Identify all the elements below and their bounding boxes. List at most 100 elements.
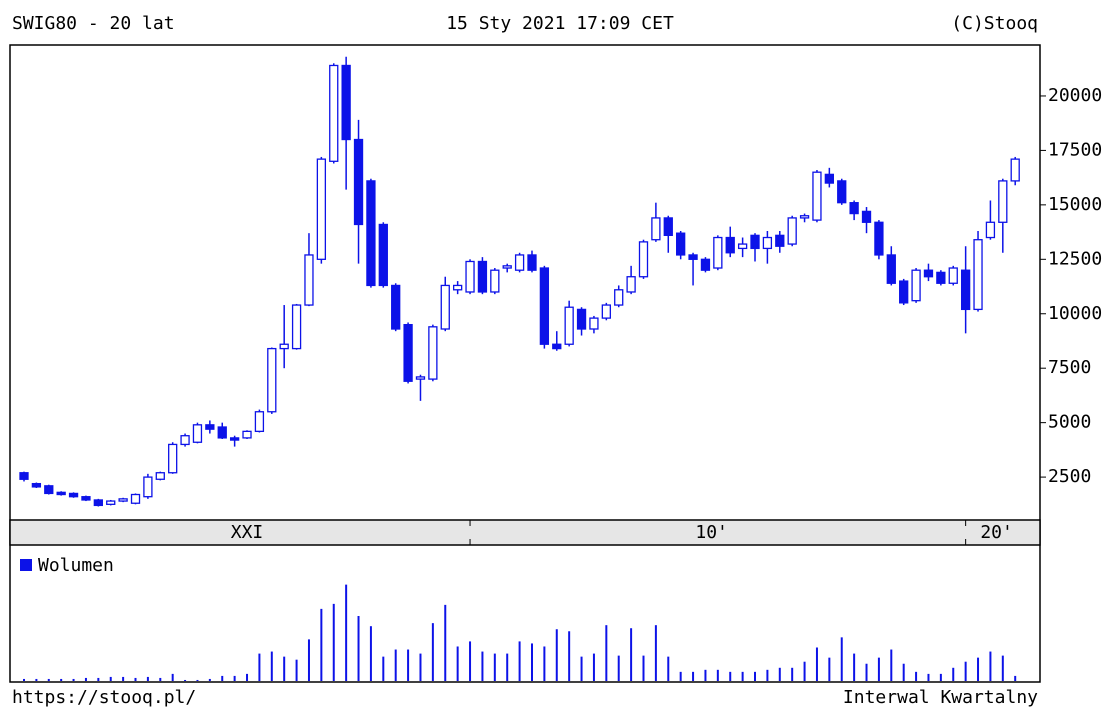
candle-body <box>353 138 364 226</box>
candle-body <box>366 180 376 287</box>
candle-body <box>44 485 54 495</box>
candle-body <box>192 424 203 443</box>
candle-body <box>68 492 79 498</box>
candle-body <box>31 482 42 488</box>
candle-body <box>837 180 847 204</box>
candle-body <box>378 223 388 287</box>
candle-body <box>304 254 314 306</box>
legend-label: Wolumen <box>38 555 114 576</box>
candle-body <box>168 443 178 474</box>
candle-body <box>143 476 153 498</box>
candle-body <box>205 424 215 430</box>
candle-body <box>267 347 277 413</box>
candle-body <box>638 241 649 278</box>
candle-body <box>960 269 971 311</box>
candle-body <box>849 202 859 215</box>
candle-body <box>155 472 165 480</box>
candle-body <box>403 323 413 382</box>
candle-body <box>440 284 450 330</box>
candle-body <box>663 217 673 236</box>
candle-body <box>428 326 438 380</box>
candle-body <box>886 254 896 284</box>
candle-body <box>651 217 661 241</box>
period-label: 20' <box>980 522 1013 543</box>
candle-body <box>19 472 29 480</box>
period-label: 10' <box>695 522 728 543</box>
candle-body <box>589 317 599 330</box>
candle-body <box>291 304 302 350</box>
candle-body <box>936 271 946 284</box>
candle-body <box>601 304 611 319</box>
y-tick-label: 17500 <box>1048 139 1102 160</box>
candle-body <box>713 236 723 269</box>
footer-interval: Interwal Kwartalny <box>843 687 1038 708</box>
time-band <box>9 519 1041 546</box>
candle-body <box>229 437 240 441</box>
candle-body <box>552 343 562 350</box>
frame <box>9 44 1041 683</box>
candle-body <box>737 243 748 250</box>
candle-body <box>217 426 227 439</box>
candle-body <box>700 258 711 271</box>
candle-body <box>973 239 983 311</box>
y-tick-label: 20000 <box>1048 85 1102 106</box>
candle-body <box>391 284 401 330</box>
footer-url: https://stooq.pl/ <box>12 687 196 708</box>
candle-body <box>106 500 116 505</box>
candle-body <box>911 269 921 302</box>
candle-body <box>688 254 698 260</box>
timestamp: 15 Sty 2021 17:09 CET <box>446 13 674 34</box>
source: (C)Stooq <box>951 13 1038 34</box>
candle-body <box>725 236 735 254</box>
candle-body <box>985 221 996 239</box>
candle-body <box>1010 158 1020 182</box>
candle-body <box>93 499 103 507</box>
candle-body <box>998 180 1008 223</box>
candle-body <box>279 343 289 350</box>
candle-body <box>899 280 909 304</box>
chart-title: SWIG80 - 20 lat <box>12 13 175 34</box>
candle-body <box>254 411 265 433</box>
candle-body <box>576 308 587 330</box>
legend-swatch <box>20 559 32 571</box>
y-tick-label: 7500 <box>1048 357 1091 378</box>
candle-body <box>242 430 252 439</box>
candle-body <box>676 232 686 256</box>
candle-body <box>750 234 760 250</box>
candle-body <box>514 254 525 271</box>
y-tick-label: 5000 <box>1048 412 1091 433</box>
candle-body <box>465 260 475 293</box>
candle-body <box>477 260 488 293</box>
candle-body <box>799 215 810 219</box>
candle-body <box>452 284 463 291</box>
y-tick-label: 15000 <box>1048 194 1102 215</box>
candle-body <box>539 267 550 345</box>
y-tick-label: 2500 <box>1048 466 1091 487</box>
y-tick-label: 12500 <box>1048 248 1102 269</box>
candle-body <box>812 171 822 221</box>
candle-body <box>626 276 636 293</box>
candle-body <box>923 269 934 278</box>
candle-body <box>824 173 834 184</box>
candle-body <box>787 217 797 245</box>
candle-body <box>329 64 339 162</box>
candle-body <box>775 234 785 247</box>
candle-body <box>81 496 91 501</box>
candle-body <box>56 491 66 496</box>
candle-body <box>861 210 872 223</box>
candle-body <box>527 254 537 271</box>
candle-body <box>316 158 327 260</box>
period-label: XXI <box>231 522 264 543</box>
candle-body <box>762 236 773 250</box>
candle-body <box>948 267 958 284</box>
candle-body <box>490 269 500 293</box>
candle-body <box>564 306 574 345</box>
candle-body <box>614 289 624 306</box>
candle-body <box>415 376 426 380</box>
candle-body <box>874 221 884 256</box>
candle-body <box>180 435 190 446</box>
candle-body <box>118 498 128 502</box>
candle-body <box>130 493 141 504</box>
y-tick-label: 10000 <box>1048 303 1102 324</box>
